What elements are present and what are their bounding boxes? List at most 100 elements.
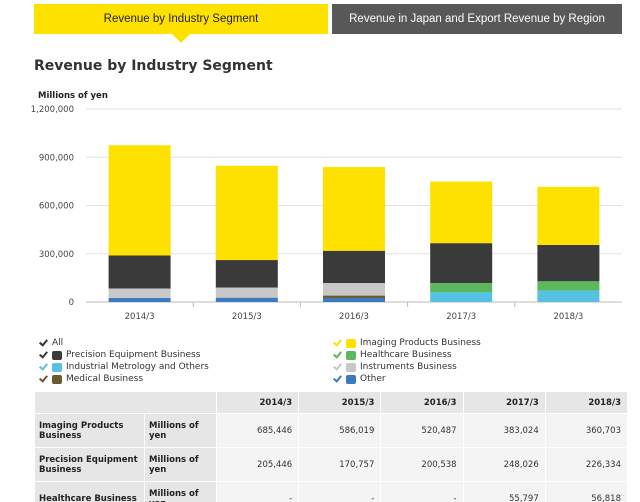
legend-label: Imaging Products Business [360,338,481,348]
tab-label: Revenue in Japan and Export Revenue by R… [349,13,605,25]
legend-item-industrial-metrology-and-others[interactable]: Industrial Metrology and Others [38,361,209,373]
bar-segment-medical-business[interactable] [323,295,385,298]
check-icon [332,362,342,372]
tab-revenue-by-industry-segment[interactable]: Revenue by Industry Segment [34,4,328,43]
table-header-row: 2014/3 2015/3 2016/3 2017/3 2018/3 [34,391,629,414]
section-title: Revenue by Industry Segment [34,58,273,74]
legend-item-medical-business[interactable]: Medical Business [38,373,143,385]
legend-swatch [52,362,62,372]
legend-label: Medical Business [66,374,144,384]
table-cell: 383,024 [462,413,546,448]
table-header-2017: 2017/3 [462,391,546,414]
legend-label: Healthcare Business [360,350,452,360]
legend-item-other[interactable]: Other [332,373,386,385]
table-cell: - [298,481,382,502]
bar-segment-other[interactable] [108,297,171,302]
legend-item-precision-equipment-business[interactable]: Precision Equipment Business [38,349,200,361]
revenue-bar-chart: Millions of yen 0 300,000 600,000 900,000 1,… [31,91,622,322]
table-cell: 520,487 [380,413,464,448]
legend-label: Precision Equipment Business [66,350,201,360]
x-tick-label: 2015/3 [232,312,262,322]
bar-segment-industrial-metrology-and-others[interactable] [430,292,493,302]
revenue-table: 2014/3 2015/3 2016/3 2017/3 2018/3 Imagi… [34,391,629,502]
table-cell: 55,797 [462,481,546,502]
table-header-2016: 2016/3 [380,391,464,414]
table-cell: - [215,481,300,502]
bar-segment-imaging-products-business[interactable] [108,145,171,256]
y-tick-label: 300,000 [39,250,74,260]
tab-label: Revenue by Industry Segment [103,13,259,25]
y-tick-labels: 0 300,000 600,000 900,000 1,200,000 [31,105,74,308]
table-cell: 360,703 [544,413,629,448]
y-tick-label: 0 [69,298,74,308]
table-cell: 170,757 [298,447,382,482]
table-cell: 205,446 [215,447,300,482]
bar-segment-precision-equipment-business[interactable] [323,250,385,284]
table-cell: 685,446 [215,413,300,448]
table-header-2014: 2014/3 [215,391,300,414]
y-axis-unit-label: Millions of yen [38,91,108,101]
table-row: Precision Equipment Business Millions of … [34,447,629,482]
legend-label: Instruments Business [360,362,457,372]
bar-segment-instruments-business[interactable] [215,287,278,298]
legend-swatch [346,374,356,384]
tab-revenue-by-region[interactable]: Revenue in Japan and Export Revenue by R… [332,4,622,34]
table-cell: 200,538 [380,447,464,482]
row-header: Healthcare Business [34,481,145,502]
row-header: Imaging Products Business [34,413,145,448]
legend-item-imaging-products-business[interactable]: Imaging Products Business [332,337,481,349]
legend-label: All [52,338,64,348]
check-icon [38,374,48,384]
row-unit: Millions of yen [144,481,217,502]
legend-item-instruments-business[interactable]: Instruments Business [332,361,457,373]
bar-segment-imaging-products-business[interactable] [215,165,278,261]
legend-label: Industrial Metrology and Others [66,362,209,372]
bar-segment-instruments-business[interactable] [323,283,385,296]
x-tick-label: 2016/3 [339,312,369,322]
bar-segment-precision-equipment-business[interactable] [215,260,278,288]
table-row: Imaging Products Business Millions of yen… [34,413,629,448]
legend-label: Other [360,374,386,384]
bar-segment-imaging-products-business[interactable] [430,181,493,244]
y-tick-label: 600,000 [39,202,74,212]
table-cell: 226,334 [544,447,629,482]
bar-segment-instruments-business[interactable] [108,288,171,298]
bar-segment-other[interactable] [323,297,385,302]
legend-swatch [346,362,356,372]
bar-layer [108,145,600,302]
bar-segment-other[interactable] [215,297,278,302]
bar-segment-imaging-products-business[interactable] [323,167,385,251]
bar-segment-healthcare-business[interactable] [537,281,600,291]
revenue-table-container: 2014/3 2015/3 2016/3 2017/3 2018/3 Imagi… [34,391,629,502]
legend-swatch [52,350,62,360]
bar-segment-imaging-products-business[interactable] [537,186,600,245]
legend-item-all[interactable]: All [38,337,63,349]
bar-segment-precision-equipment-business[interactable] [537,244,600,282]
x-tick-label: 2018/3 [553,312,583,322]
x-tick-labels: 2014/3 2015/3 2016/3 2017/3 2018/3 [125,302,583,322]
check-icon [332,374,342,384]
table-header-2018: 2018/3 [544,391,629,414]
row-header: Precision Equipment Business [34,447,145,482]
table-cell: 586,019 [298,413,382,448]
check-icon [38,350,48,360]
table-cell: 56,818 [544,481,629,502]
table-cell: 248,026 [462,447,546,482]
row-unit: Millions of yen [144,447,217,482]
x-tick-label: 2014/3 [125,312,155,322]
y-tick-label: 1,200,000 [31,105,74,115]
check-icon [332,338,342,348]
chart-legend: All Precision Equipment Business Industri… [38,337,638,387]
check-icon [38,338,48,348]
legend-item-healthcare-business[interactable]: Healthcare Business [332,349,452,361]
bar-segment-precision-equipment-business[interactable] [430,243,493,284]
legend-swatch [346,350,356,360]
table-cell: - [380,481,464,502]
bar-segment-industrial-metrology-and-others[interactable] [537,290,600,302]
bar-segment-healthcare-business[interactable] [430,283,493,293]
active-tab-pointer [172,34,190,43]
y-tick-label: 900,000 [39,153,74,163]
check-icon [38,362,48,372]
bar-segment-precision-equipment-business[interactable] [108,255,171,289]
